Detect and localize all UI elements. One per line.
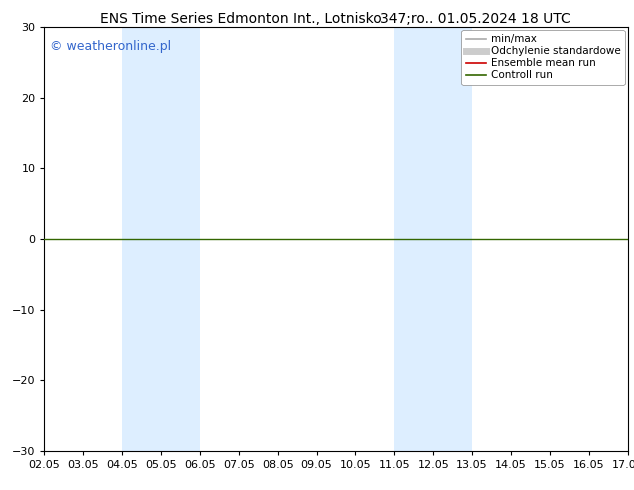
Bar — [433, 27, 472, 451]
Bar — [161, 27, 200, 451]
Bar — [394, 27, 433, 451]
Bar — [122, 27, 161, 451]
Legend: min/max, Odchylenie standardowe, Ensemble mean run, Controll run: min/max, Odchylenie standardowe, Ensembl… — [462, 30, 624, 85]
Text: © weatheronline.pl: © weatheronline.pl — [50, 40, 171, 52]
Text: ENS Time Series Edmonton Int., Lotnisko: ENS Time Series Edmonton Int., Lotnisko — [100, 12, 382, 26]
Text: 347;ro.. 01.05.2024 18 UTC: 347;ro.. 01.05.2024 18 UTC — [380, 12, 571, 26]
